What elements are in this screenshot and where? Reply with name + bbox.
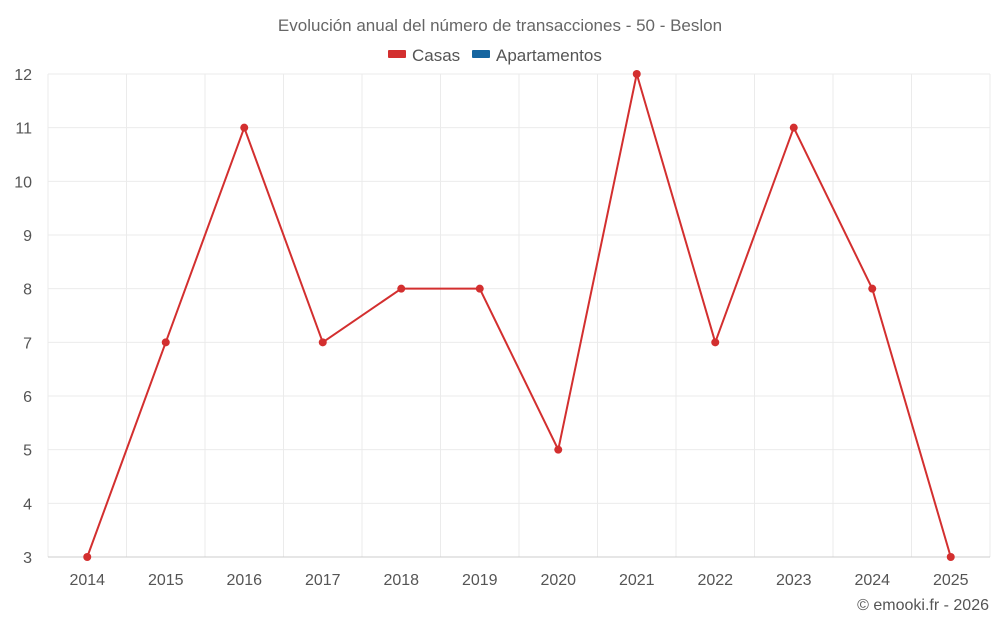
data-point[interactable]: [240, 123, 249, 132]
legend-swatch-apartamentos[interactable]: [472, 50, 490, 58]
x-tick-label: 2019: [462, 572, 498, 589]
y-tick-label: 5: [23, 443, 32, 460]
legend: Casas Apartamentos: [388, 46, 602, 65]
series: [83, 70, 955, 561]
y-tick-label: 3: [23, 550, 32, 567]
x-tick-label: 2021: [619, 572, 655, 589]
data-point[interactable]: [946, 553, 955, 561]
credit-text: © emooki.fr - 2026: [857, 597, 989, 614]
legend-label-apartamentos[interactable]: Apartamentos: [496, 46, 602, 65]
data-point[interactable]: [397, 284, 406, 293]
chart-title: Evolución anual del número de transaccio…: [278, 16, 722, 35]
data-point[interactable]: [83, 553, 92, 561]
x-tick-label: 2023: [776, 572, 812, 589]
x-tick-label: 2022: [697, 572, 733, 589]
data-point[interactable]: [318, 338, 327, 347]
axes: 3 4 5 6 7 8 9 10 11 12 2014 2015 2016 2017 2018 2019 202…: [14, 67, 990, 589]
data-point[interactable]: [475, 284, 484, 293]
x-tick-label: 2024: [854, 572, 890, 589]
data-point[interactable]: [711, 338, 720, 347]
y-tick-label: 10: [14, 174, 32, 191]
data-point[interactable]: [868, 284, 877, 293]
x-tick-label: 2015: [148, 572, 184, 589]
series-line-casas: [86, 73, 952, 558]
x-tick-label: 2020: [540, 572, 576, 589]
x-tick-label: 2018: [383, 572, 419, 589]
y-tick-label: 12: [14, 67, 32, 84]
x-tick-label: 2025: [933, 572, 969, 589]
y-tick-label: 11: [15, 121, 32, 138]
y-tick-label: 6: [23, 389, 32, 406]
x-tick-label: 2017: [305, 572, 341, 589]
y-tick-label: 9: [23, 228, 32, 245]
y-tick-label: 4: [23, 496, 32, 513]
y-tick-label: 8: [23, 282, 32, 299]
data-point[interactable]: [632, 70, 641, 78]
y-tick-label: 7: [23, 335, 32, 352]
data-point[interactable]: [554, 445, 563, 454]
grid: [47, 73, 991, 557]
x-tick-label: 2014: [69, 572, 105, 589]
x-tick-label: 2016: [226, 572, 262, 589]
legend-swatch-casas[interactable]: [388, 50, 406, 58]
legend-label-casas[interactable]: Casas: [412, 46, 460, 65]
data-point[interactable]: [789, 123, 798, 132]
data-point[interactable]: [161, 338, 170, 347]
